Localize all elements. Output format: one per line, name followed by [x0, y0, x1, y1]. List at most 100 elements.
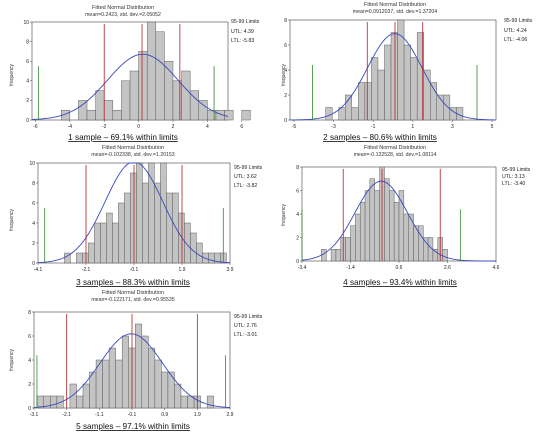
histogram-bar	[330, 249, 337, 262]
y-tick-label: 2	[32, 241, 35, 247]
histogram-bar	[121, 335, 129, 409]
histogram-bar	[371, 57, 379, 121]
y-tick-label: 6	[32, 201, 35, 207]
utl-text: UTL: 4.24	[504, 28, 527, 34]
chart-title: Fitted Normal Distribution	[102, 290, 164, 296]
x-tick-label: 0.6	[396, 265, 403, 271]
panel-caption: 5 samples – 97.1% within limits	[76, 422, 190, 431]
chart-panel-4: Fitted Normal Distribution mean=-0.13252…	[281, 145, 531, 287]
y-tick-label: 8	[284, 18, 287, 24]
chart-panel-2: Fitted Normal Distribution mean=0.091203…	[281, 2, 533, 142]
histogram-bar	[82, 383, 90, 409]
y-axis-label: frequency	[281, 204, 287, 226]
y-tick-label: 4	[296, 212, 299, 218]
utl-text: UTL: 3.62	[234, 174, 257, 180]
histogram-bar	[390, 32, 398, 121]
histogram-bar	[160, 162, 167, 264]
ltl-text: LTL: -3.82	[234, 183, 257, 189]
histogram-bar	[403, 213, 409, 262]
histogram-bar	[174, 383, 182, 409]
histogram-bar	[351, 107, 359, 121]
histogram-bar	[377, 69, 385, 121]
histogram-bar	[102, 359, 110, 409]
histogram-bar	[208, 252, 215, 264]
x-tick-label: 1.9	[194, 412, 201, 418]
y-tick-label: 2	[284, 93, 287, 99]
chart-title: Fitted Normal Distribution	[102, 145, 164, 151]
x-tick-label: -1.4	[346, 265, 355, 271]
ltl-text: LTL: -5.83	[231, 38, 254, 44]
x-tick-label: 3.9	[227, 267, 234, 273]
histogram-bar	[167, 371, 175, 409]
panel-caption: 2 samples – 80.6% within limits	[323, 133, 437, 142]
histogram-bar	[121, 80, 131, 121]
histogram-bar	[106, 212, 113, 264]
y-tick-label: 10	[23, 20, 29, 26]
y-tick-label: 4	[284, 68, 287, 74]
histogram-bar	[76, 395, 84, 409]
y-tick-label: 0	[296, 259, 299, 265]
histogram-bar	[442, 249, 448, 262]
x-tick-label: 4	[206, 124, 209, 130]
fitted-normal-curve	[289, 33, 497, 121]
x-tick-label: 1.9	[179, 267, 186, 273]
histogram-bar	[355, 213, 361, 262]
fitted-normal-curve	[37, 162, 231, 264]
chart-title: Fitted Normal Distribution	[364, 2, 426, 8]
chart-panel-5: Fitted Normal Distribution mean=-0.12217…	[9, 290, 263, 431]
histogram-bar	[94, 222, 101, 264]
chart-title: Fitted Normal Distribution	[92, 5, 154, 11]
histogram-bar	[359, 202, 366, 262]
y-tick-label: 0	[32, 261, 35, 267]
y-tick-label: 6	[296, 188, 299, 194]
histogram-bar	[345, 94, 353, 121]
histogram-bar	[224, 109, 234, 121]
chart-subtitle: mean=-0.102338, std. dev.=1.20153	[91, 152, 174, 158]
histogram-bar	[86, 109, 96, 121]
histogram-bar	[129, 70, 139, 121]
histogram-bar	[384, 178, 390, 262]
x-tick-label: 1	[411, 124, 414, 130]
histogram-bar	[190, 232, 197, 264]
panel-caption: 4 samples – 93.4% within limits	[343, 278, 457, 287]
chart-subtitle: mean=-0.132528, std. dev.=1.08114	[354, 152, 437, 158]
histogram-bar	[135, 323, 143, 409]
ltl-text: LTL: -4.06	[504, 37, 527, 43]
histogram-bar	[364, 190, 371, 262]
limits-label: 95-99 Limits	[234, 165, 263, 171]
fitted-normal-curve	[301, 180, 496, 262]
histogram-bar	[82, 252, 89, 264]
chart-subtitle: mean=-0.122171, std. dev.=0.95535	[91, 297, 174, 303]
histogram-bar	[178, 212, 185, 264]
y-tick-label: 8	[26, 39, 29, 45]
histogram-bar	[358, 82, 366, 121]
chart-subtitle: mean=0.0912037, std. dev.=1.37204	[353, 9, 438, 15]
histogram-bar	[180, 395, 188, 409]
x-tick-label: 2.9	[227, 412, 234, 418]
histogram-bar	[410, 57, 418, 121]
histogram-bar	[325, 107, 333, 121]
ltl-text: LTL: -3.40	[502, 181, 525, 187]
histogram-bar	[50, 395, 58, 409]
histogram-bar	[154, 359, 162, 409]
x-tick-label: -2.1	[62, 412, 71, 418]
histogram-bar	[141, 335, 149, 409]
x-tick-label: -1	[371, 124, 376, 130]
x-tick-label: -0.1	[130, 267, 139, 273]
histogram-bar	[172, 192, 179, 264]
y-tick-label: 2	[296, 235, 299, 241]
x-tick-label: 2.6	[444, 265, 451, 271]
fitted-normal-curve	[31, 53, 229, 120]
x-tick-label: -5	[292, 124, 297, 130]
limits-label: 95-99 Limits	[502, 167, 531, 173]
histogram-bar	[95, 90, 105, 121]
histogram-bar	[389, 190, 395, 262]
histogram-bar	[89, 371, 97, 409]
x-tick-label: 2	[172, 124, 175, 130]
histogram-bar	[172, 80, 182, 121]
histogram-bar	[76, 252, 83, 264]
chart-subtitle: mean=0.2423, std. dev.=2.05052	[85, 12, 161, 18]
x-tick-label: -3	[331, 124, 336, 130]
x-tick-label: -2.1	[82, 267, 91, 273]
x-tick-label: 4.6	[493, 265, 500, 271]
